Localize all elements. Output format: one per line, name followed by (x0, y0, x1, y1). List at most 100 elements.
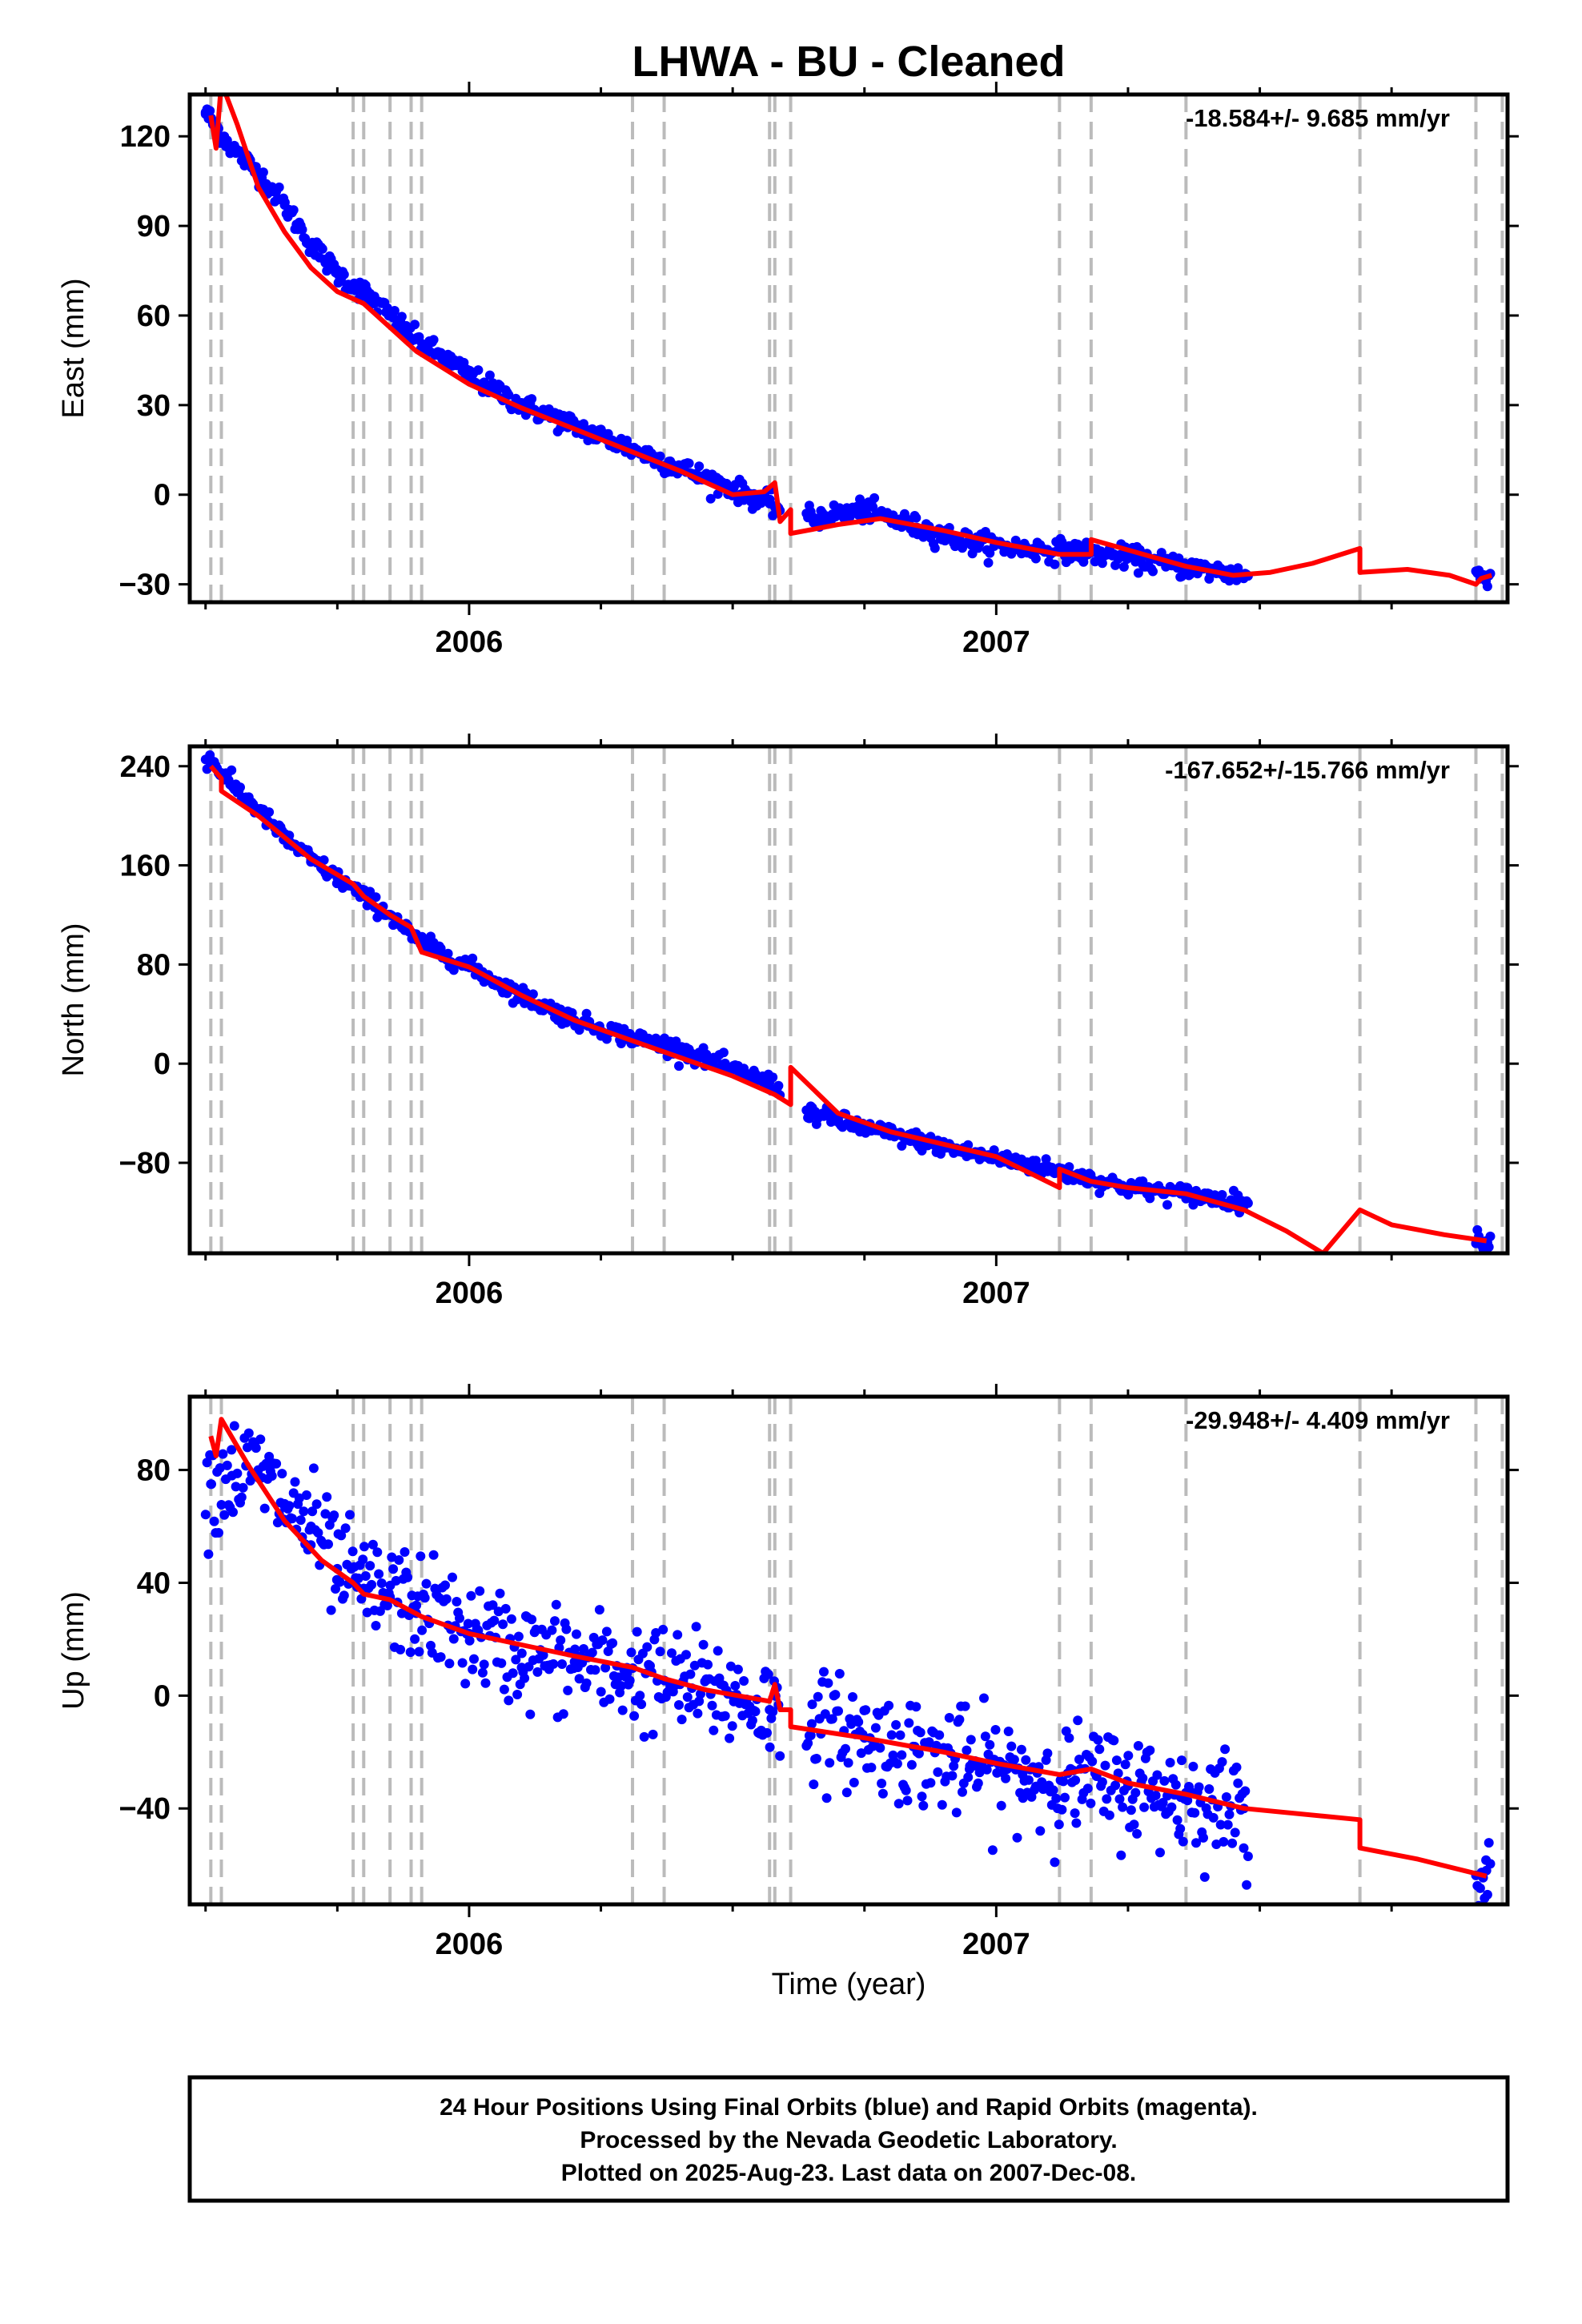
up-data-point (238, 1482, 248, 1493)
up-data-point (1042, 1748, 1053, 1759)
east-model-line (208, 94, 1493, 587)
up-data-point (353, 1573, 363, 1583)
footer-line-3: Plotted on 2025-Aug-23. Last data on 200… (561, 2160, 1137, 2186)
up-data-point (966, 1735, 976, 1745)
up-data-point (677, 1715, 687, 1725)
up-data-point (762, 1727, 772, 1738)
up-data-point (359, 1542, 369, 1552)
up-data-point (311, 1499, 322, 1510)
east-data-point (1118, 561, 1129, 572)
up-data-point (511, 1655, 521, 1665)
up-data-point (707, 1700, 717, 1711)
up-data-point (513, 1631, 524, 1642)
up-data-point (594, 1605, 604, 1615)
up-y-tick-label: 0 (154, 1679, 171, 1713)
up-data-point (934, 1730, 945, 1740)
east-data-point (473, 365, 484, 376)
north-y-tick-label: 240 (120, 750, 171, 784)
east-data-point (694, 461, 705, 472)
up-data-point (400, 1547, 410, 1557)
up-data-point (440, 1580, 450, 1590)
up-data-point (475, 1586, 485, 1596)
up-data-point (209, 1516, 219, 1526)
up-data-point (691, 1622, 701, 1632)
up-data-point (1182, 1795, 1193, 1806)
up-data-point (720, 1711, 730, 1721)
up-data-point (570, 1644, 580, 1655)
up-data-point (996, 1800, 1006, 1811)
up-data-point (1050, 1857, 1060, 1868)
up-data-point (277, 1469, 287, 1479)
up-data-point (480, 1678, 491, 1688)
east-data-point (484, 370, 495, 380)
up-data-point (1194, 1782, 1204, 1792)
up-data-point (947, 1771, 958, 1781)
up-data-point (394, 1555, 404, 1565)
up-data-point (841, 1743, 850, 1754)
north-data-point (319, 855, 329, 865)
up-data-point (339, 1590, 349, 1601)
up-data-point (455, 1613, 464, 1623)
up-data-point (682, 1692, 693, 1703)
up-data-point (848, 1692, 857, 1702)
north-y-tick-label: 0 (154, 1047, 171, 1081)
up-data-point (558, 1709, 568, 1719)
up-data-point (574, 1674, 584, 1684)
east-axes-frame (187, 92, 1510, 605)
up-data-point (963, 1772, 974, 1783)
up-data-point (1204, 1784, 1215, 1794)
up-data-point (336, 1530, 347, 1541)
up-data-point (358, 1554, 368, 1565)
up-data-point (376, 1578, 387, 1588)
up-data-point (587, 1647, 597, 1658)
up-data-point (616, 1681, 626, 1691)
up-data-point (428, 1550, 439, 1560)
up-data-point (891, 1719, 901, 1730)
up-data-point (452, 1597, 462, 1606)
up-data-point (1231, 1762, 1242, 1772)
east-data-point (1133, 568, 1143, 578)
up-data-point (727, 1721, 737, 1731)
up-data-point (1166, 1802, 1177, 1812)
up-model-line (208, 1417, 1488, 1879)
up-data-point (1006, 1741, 1017, 1751)
up-data-point (414, 1647, 424, 1657)
up-data-point (821, 1793, 832, 1803)
up-data-point (221, 1474, 231, 1485)
up-data-point (295, 1515, 306, 1526)
up-data-point (750, 1707, 761, 1717)
north-data-point (468, 953, 478, 963)
north-data-point (264, 807, 275, 818)
up-data-point (551, 1599, 561, 1610)
up-data-point (830, 1690, 841, 1700)
up-data-point (374, 1569, 384, 1579)
up-data-point (833, 1706, 843, 1716)
east-data-point (705, 493, 716, 504)
north-x-tick-label: 2007 (962, 1277, 1030, 1310)
up-data-point (596, 1687, 606, 1697)
up-data-point (259, 1503, 270, 1514)
up-data-point (870, 1723, 881, 1733)
up-data-point (548, 1659, 559, 1669)
up-data-point (1070, 1808, 1080, 1819)
up-y-tick-label: −40 (119, 1792, 171, 1826)
up-data-point (1227, 1838, 1238, 1848)
east-data-point (983, 557, 994, 568)
up-data-point (228, 1507, 238, 1518)
up-data-point (547, 1625, 557, 1635)
east-data-point (339, 269, 349, 279)
up-data-point (1211, 1839, 1222, 1849)
up-data-point (685, 1669, 696, 1679)
up-data-point (985, 1739, 995, 1750)
up-data-point (747, 1715, 757, 1726)
up-data-point (202, 1458, 212, 1468)
up-data-point (416, 1551, 426, 1562)
up-data-point (689, 1660, 700, 1671)
up-data-point (1001, 1773, 1011, 1783)
east-data-point (911, 513, 921, 523)
up-data-point (823, 1678, 833, 1688)
up-data-point (733, 1664, 743, 1675)
up-data-point (893, 1799, 904, 1809)
up-data-point (290, 1477, 300, 1487)
up-data-point (520, 1673, 530, 1683)
